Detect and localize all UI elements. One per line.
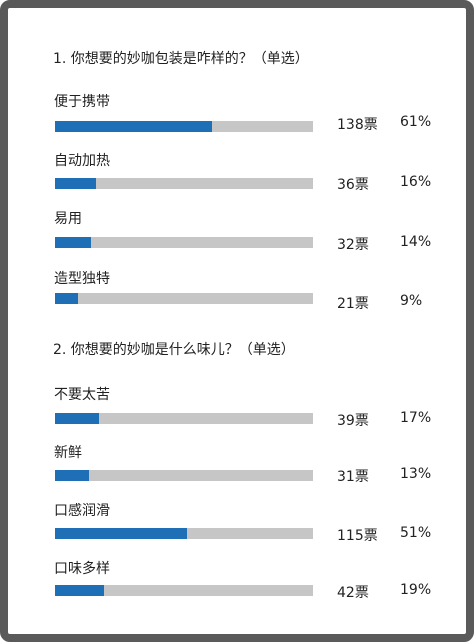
vote-count: 21票: [337, 296, 369, 312]
vote-count: 36票: [337, 177, 369, 193]
vote-percent: 16%: [400, 174, 432, 190]
vote-percent: 14%: [400, 234, 432, 250]
option-label: 新鲜: [54, 445, 82, 461]
progress-fill: [55, 528, 187, 539]
progress-track: [55, 293, 313, 304]
progress-fill: [55, 121, 213, 132]
vote-percent: 17%: [400, 410, 432, 426]
vote-percent: 9%: [400, 293, 423, 309]
vote-count: 115票: [337, 528, 378, 544]
vote-percent: 13%: [400, 466, 432, 482]
progress-track: [55, 470, 313, 481]
vote-count: 32票: [337, 237, 369, 253]
question-1-title: 1. 你想要的妙咖包装是咋样的？（单选）: [53, 51, 309, 67]
progress-fill: [55, 293, 79, 304]
option-label: 口感润滑: [54, 503, 110, 519]
progress-track: [55, 121, 313, 132]
vote-percent: 61%: [400, 114, 432, 130]
progress-fill: [55, 585, 105, 596]
progress-track: [55, 413, 313, 424]
progress-track: [55, 585, 313, 596]
progress-track: [55, 528, 313, 539]
vote-count: 31票: [337, 469, 369, 485]
option-label: 自动加热: [54, 153, 110, 169]
progress-fill: [55, 413, 99, 424]
option-label: 便于携带: [54, 94, 110, 110]
progress-fill: [55, 178, 97, 189]
progress-track: [55, 237, 313, 248]
question-2-title: 2. 你想要的妙咖是什么味儿？（单选）: [53, 342, 295, 358]
option-label: 口味多样: [54, 561, 110, 577]
progress-fill: [55, 237, 92, 248]
option-label: 造型独特: [54, 271, 110, 287]
vote-count: 39票: [337, 413, 369, 429]
vote-count: 42票: [337, 585, 369, 601]
vote-percent: 19%: [400, 582, 432, 598]
progress-fill: [55, 470, 89, 481]
progress-track: [55, 178, 313, 189]
vote-count: 138票: [337, 117, 378, 133]
option-label: 易用: [54, 211, 82, 227]
option-label: 不要太苦: [54, 387, 110, 403]
vote-percent: 51%: [400, 525, 432, 541]
